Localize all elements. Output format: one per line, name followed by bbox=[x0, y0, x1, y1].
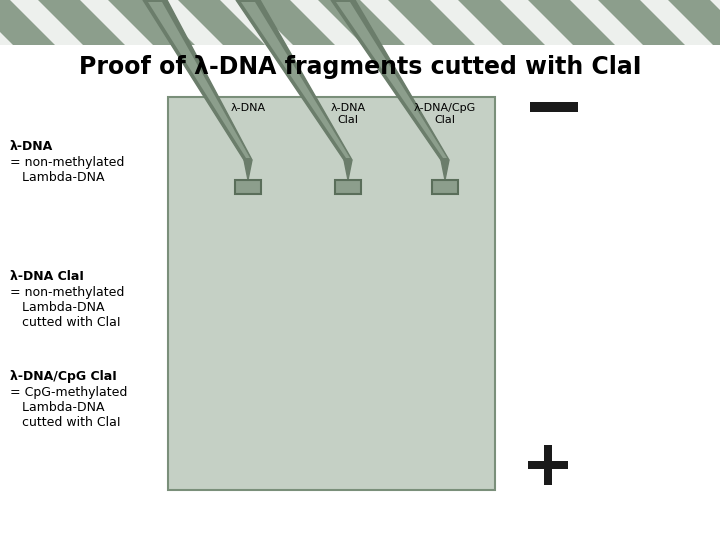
Polygon shape bbox=[80, 0, 153, 45]
Bar bbox=[235, 180, 261, 194]
Polygon shape bbox=[430, 0, 503, 45]
Polygon shape bbox=[241, 2, 350, 158]
Bar bbox=[168, 97, 495, 490]
Text: λ-DNA/CpG ClaI: λ-DNA/CpG ClaI bbox=[10, 370, 117, 383]
Bar bbox=[432, 180, 458, 194]
Polygon shape bbox=[220, 0, 293, 45]
Bar bbox=[0, 0, 720, 45]
Polygon shape bbox=[290, 0, 363, 45]
Text: λ-DNA/CpG
ClaI: λ-DNA/CpG ClaI bbox=[414, 103, 476, 125]
Polygon shape bbox=[640, 0, 713, 45]
Text: = CpG-methylated
   Lambda-DNA
   cutted with ClaI: = CpG-methylated Lambda-DNA cutted with … bbox=[10, 386, 127, 429]
Polygon shape bbox=[0, 0, 13, 45]
Text: = non-methylated
   Lambda-DNA
   cutted with ClaI: = non-methylated Lambda-DNA cutted with … bbox=[10, 286, 125, 329]
Polygon shape bbox=[331, 0, 449, 160]
Polygon shape bbox=[360, 0, 433, 45]
Text: λ-DNA: λ-DNA bbox=[230, 103, 266, 113]
Bar bbox=[530, 102, 578, 112]
Polygon shape bbox=[570, 0, 643, 45]
Polygon shape bbox=[143, 0, 252, 160]
Polygon shape bbox=[500, 0, 573, 45]
Polygon shape bbox=[150, 0, 223, 45]
Polygon shape bbox=[344, 160, 352, 180]
Polygon shape bbox=[244, 160, 252, 180]
Bar bbox=[544, 445, 552, 485]
Text: λ-DNA ClaI: λ-DNA ClaI bbox=[10, 270, 84, 283]
Bar bbox=[335, 180, 361, 194]
Text: λ-DNA
ClaI: λ-DNA ClaI bbox=[330, 103, 366, 125]
Text: λ-DNA: λ-DNA bbox=[10, 140, 53, 153]
Bar bbox=[528, 461, 568, 469]
Polygon shape bbox=[10, 0, 83, 45]
Polygon shape bbox=[710, 0, 720, 45]
Polygon shape bbox=[336, 2, 447, 158]
Polygon shape bbox=[236, 0, 352, 160]
Text: = non-methylated
   Lambda-DNA: = non-methylated Lambda-DNA bbox=[10, 156, 125, 184]
Polygon shape bbox=[441, 160, 449, 180]
Text: Proof of λ-DNA fragments cutted with ClaI: Proof of λ-DNA fragments cutted with Cla… bbox=[78, 55, 642, 79]
Polygon shape bbox=[148, 2, 250, 158]
